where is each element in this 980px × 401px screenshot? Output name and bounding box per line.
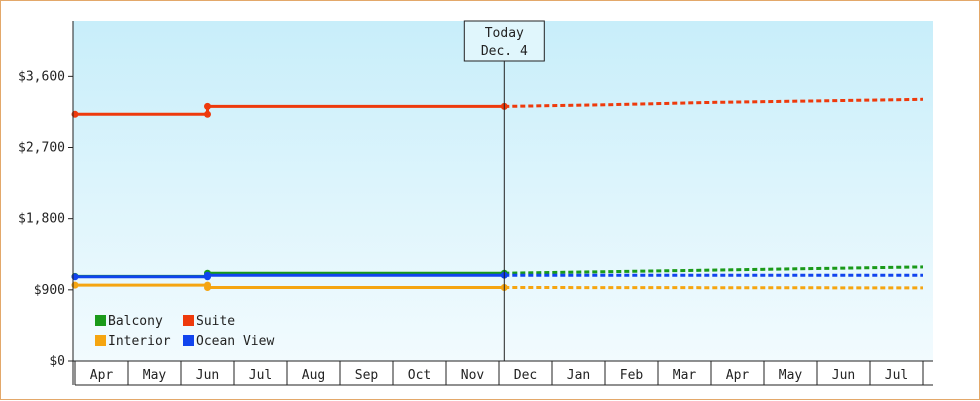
y-tick-label: $900 [34,283,65,298]
y-tick-label: $1,800 [18,212,65,227]
x-tick-label: Jul [249,368,272,383]
x-tick-label: Sep [355,368,379,383]
x-tick-label: Dec [514,368,537,383]
series-point [204,272,211,279]
x-tick-label: Jan [567,368,590,383]
series-point [204,103,211,110]
x-tick-label: Feb [620,368,644,383]
x-tick-label: May [143,368,167,383]
today-date: Dec. 4 [481,44,528,59]
x-tick-label: Nov [461,368,485,383]
legend-swatch [95,315,106,326]
plot-area [73,21,933,361]
x-tick-label: Apr [90,368,114,383]
series-point [204,111,211,118]
y-tick-label: $3,600 [18,69,65,84]
legend-label: Interior [108,334,171,349]
legend-swatch [95,335,106,346]
x-tick-label: Jul [885,368,908,383]
legend-label: Suite [196,314,235,329]
x-tick-label: Jun [832,368,855,383]
legend-label: Ocean View [196,334,274,349]
today-label: Today [485,26,524,41]
y-tick-label: $0 [49,354,65,369]
legend-swatch [183,315,194,326]
legend-label: Balcony [108,314,163,329]
x-tick-label: Mar [673,368,697,383]
legend-swatch [183,335,194,346]
x-tick-label: Oct [408,368,431,383]
x-tick-label: Apr [726,368,750,383]
series-line [75,275,504,277]
series-point [204,284,211,291]
x-tick-label: Aug [302,368,325,383]
x-tick-label: May [779,368,803,383]
y-tick-label: $2,700 [18,141,65,156]
x-tick-label: Jun [196,368,219,383]
